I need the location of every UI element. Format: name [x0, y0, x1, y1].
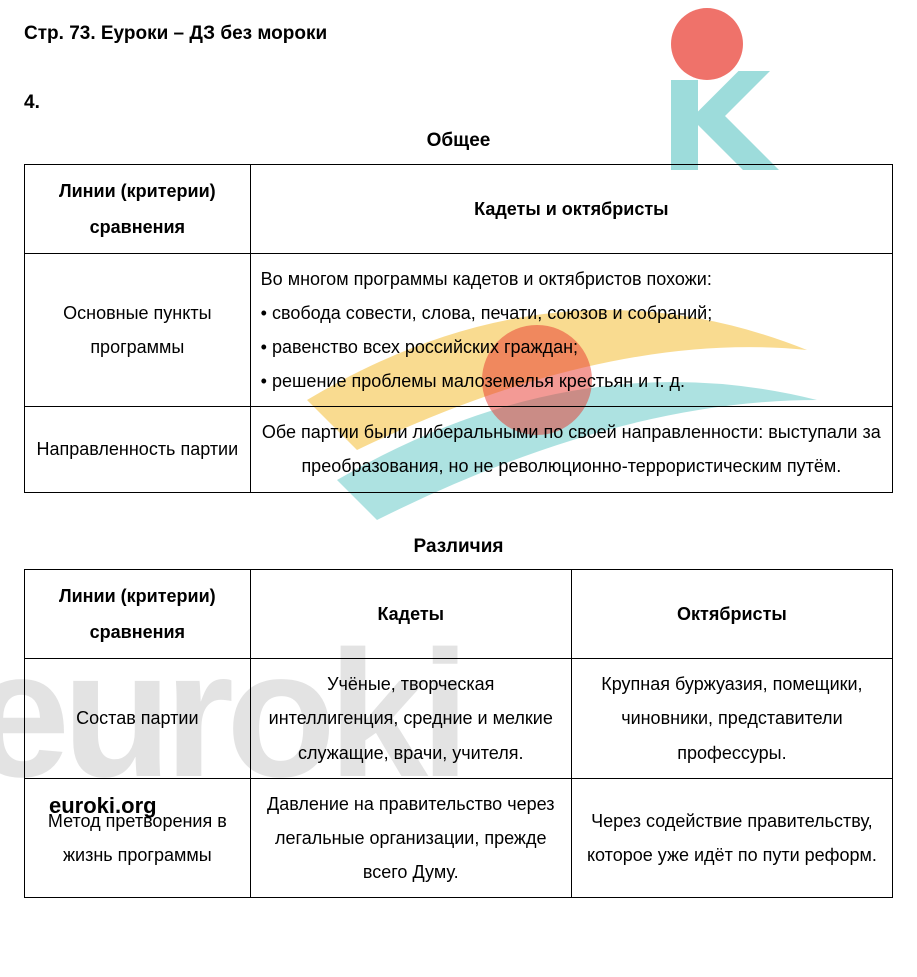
table1-row1-bullets: • свобода совести, слова, печати, союзов…: [261, 296, 882, 399]
table-row: Линии (критерии) сравнения Кадеты Октябр…: [25, 570, 893, 659]
table-row: Направленность партии Обе партии были ли…: [25, 407, 893, 492]
table2-header-kadety: Кадеты: [250, 570, 571, 659]
table-row: Основные пункты программы Во многом прог…: [25, 253, 893, 407]
table1-header-criteria: Линии (критерии) сравнения: [25, 164, 251, 253]
table2-row1-kadety: Учёные, творческая интеллигенция, средни…: [250, 659, 571, 779]
table1-row1-content: Во многом программы кадетов и октябристо…: [250, 253, 892, 407]
table2-row2-kadety: Давление на правительство через легальны…: [250, 778, 571, 898]
watermark-org-text: euroki.org: [49, 789, 157, 822]
table1-row1-intro: Во многом программы кадетов и октябристо…: [261, 262, 882, 296]
table-row: Состав партии Учёные, творческая интелли…: [25, 659, 893, 779]
table1-header-parties: Кадеты и октябристы: [250, 164, 892, 253]
table2-row1-criteria: Состав партии: [25, 659, 251, 779]
table-row: Линии (критерии) сравнения Кадеты и октя…: [25, 164, 893, 253]
table2-header-oktyabristy: Октябристы: [571, 570, 892, 659]
question-number: 4.: [24, 89, 893, 118]
table2-header-criteria: Линии (критерии) сравнения: [25, 570, 251, 659]
table2-row2-oktyabristy: Через содействие правительству, которое …: [571, 778, 892, 898]
bullet-item: • равенство всех российских граждан;: [261, 330, 882, 364]
table2-title: Различия: [24, 533, 893, 562]
bullet-item: • решение проблемы малоземелья крестьян …: [261, 364, 882, 398]
page-header: Стр. 73. Еуроки – ДЗ без мороки: [24, 20, 893, 49]
table2-row1-oktyabristy: Крупная буржуазия, помещики, чиновники, …: [571, 659, 892, 779]
page-content: Стр. 73. Еуроки – ДЗ без мороки 4. Общее…: [24, 20, 893, 898]
table-differences: Линии (критерии) сравнения Кадеты Октябр…: [24, 569, 893, 898]
table1-row2-criteria: Направленность партии: [25, 407, 251, 492]
table1-title: Общее: [24, 127, 893, 156]
table-common: Линии (критерии) сравнения Кадеты и октя…: [24, 164, 893, 493]
table1-row2-content: Обе партии были либеральными по своей на…: [250, 407, 892, 492]
table1-row1-criteria: Основные пункты программы: [25, 253, 251, 407]
bullet-item: • свобода совести, слова, печати, союзов…: [261, 296, 882, 330]
